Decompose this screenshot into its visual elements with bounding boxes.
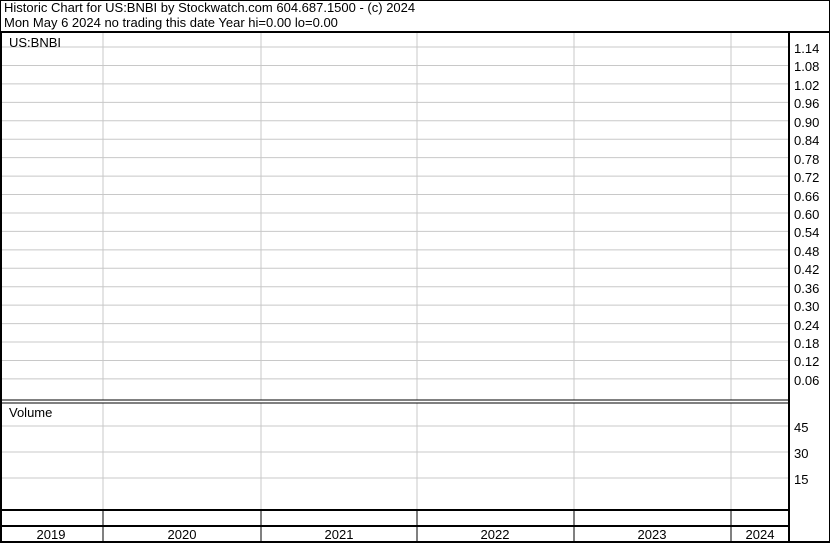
price-tick-label: 0.48 xyxy=(794,243,820,259)
year-label: 2021 xyxy=(324,527,354,542)
price-tick-label: 0.18 xyxy=(794,336,820,352)
price-tick-label: 0.54 xyxy=(794,225,820,241)
price-tick-label: 0.96 xyxy=(794,96,820,112)
price-tick-label: 0.72 xyxy=(794,170,820,186)
price-tick-label: 1.08 xyxy=(794,59,820,75)
volume-tick-label: 45 xyxy=(794,420,809,435)
price-tick-label: 0.12 xyxy=(794,354,820,370)
volume-tick-label: 30 xyxy=(794,446,809,461)
price-tick-label: 0.60 xyxy=(794,206,820,222)
chart-header-title: Historic Chart for US:BNBI by Stockwatch… xyxy=(4,0,416,15)
price-tick-label: 1.14 xyxy=(794,41,820,56)
price-panel-title: US:BNBI xyxy=(9,35,62,50)
price-tick-label: 0.36 xyxy=(794,280,820,296)
price-tick-label: 1.02 xyxy=(794,77,820,93)
price-tick-label: 0.30 xyxy=(794,299,820,315)
year-label: 2023 xyxy=(637,527,667,542)
volume-tick-label: 15 xyxy=(794,472,809,487)
price-tick-label: 0.24 xyxy=(794,317,820,333)
price-tick-label: 0.84 xyxy=(794,133,820,149)
chart-header-status: Mon May 6 2024 no trading this date Year… xyxy=(4,15,338,30)
price-tick-label: 0.06 xyxy=(794,372,820,388)
price-tick-label: 0.42 xyxy=(794,262,820,278)
price-tick-label: 0.66 xyxy=(794,188,820,204)
year-label: 2019 xyxy=(36,527,66,542)
volume-panel-title: Volume xyxy=(9,405,53,420)
year-label: 2022 xyxy=(480,527,510,542)
year-label: 2020 xyxy=(167,527,197,542)
year-label: 2024 xyxy=(745,527,775,542)
price-tick-label: 0.78 xyxy=(794,151,820,167)
price-tick-label: 0.90 xyxy=(794,114,820,130)
